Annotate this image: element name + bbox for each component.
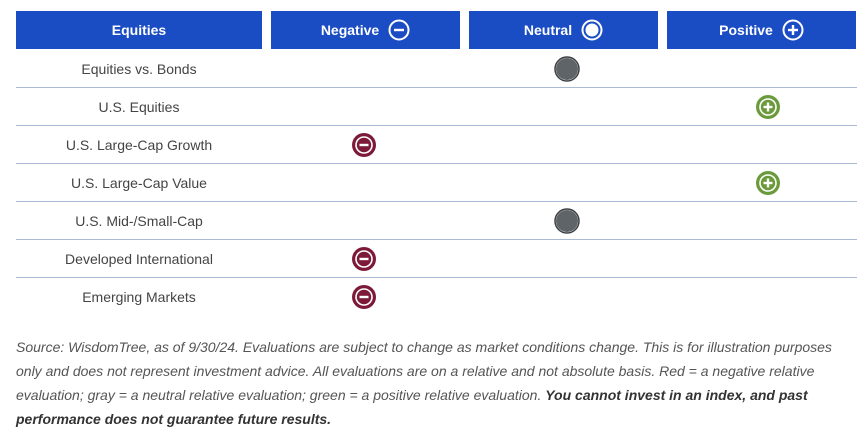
row-label: U.S. Equities xyxy=(98,98,180,115)
table-row: Developed International xyxy=(16,240,857,278)
evaluation-table: Equities vs. Bonds U.S. Equities U.S. Larg… xyxy=(16,50,857,316)
neutral-circle-icon xyxy=(581,19,603,41)
table-row: U.S. Large-Cap Growth xyxy=(16,126,857,164)
row-label: U.S. Mid-/Small-Cap xyxy=(75,212,203,229)
header-positive: Positive xyxy=(667,11,856,49)
header-negative-label: Negative xyxy=(320,22,380,38)
table-row: Equities vs. Bonds xyxy=(16,50,857,88)
header-neutral-label: Neutral xyxy=(523,22,573,38)
negative-evaluation-icon xyxy=(352,285,376,309)
footnote-text: Source: WisdomTree, as of 9/30/24. Evalu… xyxy=(16,339,832,403)
minus-circle-icon xyxy=(388,19,410,41)
header-equities: Equities xyxy=(16,11,262,49)
row-label: Emerging Markets xyxy=(82,288,196,305)
neutral-evaluation-icon xyxy=(554,208,580,234)
table-row: U.S. Mid-/Small-Cap xyxy=(16,202,857,240)
negative-evaluation-icon xyxy=(352,133,376,157)
positive-evaluation-icon xyxy=(756,171,780,195)
footnote: Source: WisdomTree, as of 9/30/24. Evalu… xyxy=(16,335,856,431)
neutral-evaluation-icon xyxy=(554,56,580,82)
table-row: U.S. Large-Cap Value xyxy=(16,164,857,202)
row-label: U.S. Large-Cap Value xyxy=(71,174,207,191)
row-label: Developed International xyxy=(65,250,213,267)
row-label: Equities vs. Bonds xyxy=(81,60,197,77)
positive-evaluation-icon xyxy=(756,95,780,119)
table-header: Equities Negative Neutral Positive xyxy=(0,11,867,49)
table-row: U.S. Equities xyxy=(16,88,857,126)
header-negative: Negative xyxy=(271,11,460,49)
footnote-disclaimer: You cannot invest in an index, and past … xyxy=(16,387,808,427)
negative-evaluation-icon xyxy=(352,247,376,271)
table-row: Emerging Markets xyxy=(16,278,857,316)
row-label: U.S. Large-Cap Growth xyxy=(65,136,213,153)
header-equities-label: Equities xyxy=(111,22,167,38)
header-neutral: Neutral xyxy=(469,11,658,49)
header-positive-label: Positive xyxy=(719,22,773,38)
plus-circle-icon xyxy=(782,19,804,41)
